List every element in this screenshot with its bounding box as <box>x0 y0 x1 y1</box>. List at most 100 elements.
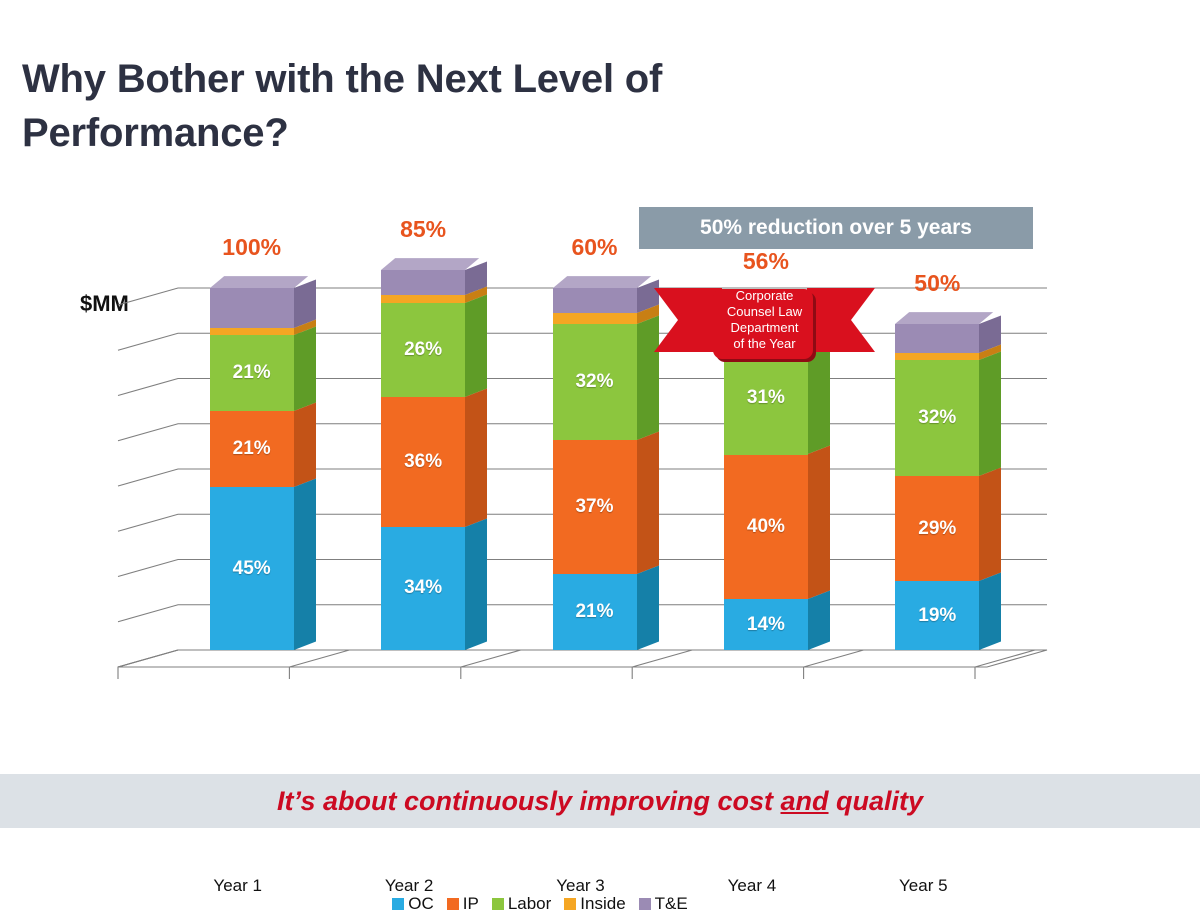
caption-bar: It’s about continuously improving cost a… <box>0 774 1200 828</box>
reduction-banner: 50% reduction over 5 years <box>639 207 1033 249</box>
award-ribbon-text: Corporate Counsel Law Department of the … <box>690 288 840 352</box>
bar-segment-tande <box>552 288 637 314</box>
bar-top-face <box>381 258 480 270</box>
bar-segment-label: 45% <box>232 557 271 579</box>
bar-segment-label: 32% <box>575 371 614 393</box>
bar-segment-oc: 34% <box>381 526 466 650</box>
bar-column: 45% 21% 21% 100% <box>209 234 316 650</box>
bar-side-segment <box>465 294 488 397</box>
bar-side-segment <box>979 351 1002 477</box>
category-label-3: Year 3 <box>556 876 605 895</box>
bar-series-layer: 45% 21% 21% 100% 34% 36% 26% 85% 21% 37% 32% 60% 14%… <box>0 180 1080 700</box>
award-line-2: Counsel Law <box>726 304 803 319</box>
bar-segment-label: 31% <box>746 387 785 409</box>
bar-front-face: 21% 37% 32% <box>552 288 637 650</box>
bar-segment-inside <box>552 313 637 325</box>
legend-swatch-icon <box>491 898 504 910</box>
caption-prefix: It’s about continuously improving cost <box>276 785 781 816</box>
bar-segment-labor: 21% <box>209 335 294 412</box>
bar-side-segment <box>293 326 316 412</box>
slide-root: Why Bother with the Next Level of Perfor… <box>0 57 1200 913</box>
bar-column: 21% 37% 32% 60% <box>552 234 659 650</box>
bar-segment-label: 19% <box>918 604 957 626</box>
bar-total-label: 50% <box>914 270 961 297</box>
bar-segment-label: 36% <box>404 450 443 472</box>
bar-segment-label: 21% <box>232 362 271 384</box>
legend-item-labor[interactable]: Labor <box>491 894 552 914</box>
bar-side-face <box>293 279 316 650</box>
bar-side-segment <box>979 572 1002 650</box>
legend-label: Inside <box>580 894 626 913</box>
award-line-4: of the Year <box>733 336 796 351</box>
ribbon-shape-icon <box>654 288 875 362</box>
page-title: Why Bother with the Next Level of Perfor… <box>22 57 663 155</box>
bar-segment-oc: 19% <box>895 581 980 650</box>
legend-swatch-icon <box>638 898 651 910</box>
legend-item-tande[interactable]: T&E <box>638 894 688 914</box>
award-ribbon: Corporate Counsel Law Department of the … <box>652 276 877 364</box>
chart-legend: OC IP Labor Inside T&E <box>0 894 1080 914</box>
y-axis-label: $MM <box>80 291 129 316</box>
bar-column: 34% 36% 26% 85% <box>381 216 488 650</box>
bar-total-label: 100% <box>222 234 282 260</box>
bar-segment-inside <box>209 327 294 336</box>
bar-segment-inside <box>895 353 980 361</box>
bar-segment-tande <box>895 324 980 354</box>
bar-segment-tande <box>381 269 466 296</box>
caption-suffix: quality <box>828 785 924 816</box>
bar-side-segment <box>807 590 830 650</box>
bar-side-segment <box>293 402 316 488</box>
bar-side-segment <box>979 467 1002 582</box>
legend-item-oc[interactable]: OC <box>392 894 434 914</box>
stacked-bar-chart: 45% 21% 21% 100% 34% 36% 26% 85% 21% 37% 32% 60% 14%… <box>0 180 1080 913</box>
bar-segment-oc: 45% <box>209 487 294 650</box>
bar-total-label: 85% <box>400 215 447 242</box>
award-line-1: Corporate <box>735 288 794 303</box>
legend-swatch-icon <box>446 898 459 910</box>
bar-side-segment <box>465 388 488 527</box>
bar-segment-label: 14% <box>746 613 785 635</box>
caption-emphasis: and <box>780 785 829 816</box>
bar-segment-labor: 32% <box>552 324 637 441</box>
category-label-5: Year 5 <box>899 876 948 895</box>
bar-column: 19% 29% 32% 50% <box>895 270 1002 650</box>
bar-segment-ip: 37% <box>552 440 637 574</box>
bar-top-face <box>895 312 994 325</box>
legend-label: Labor <box>507 894 552 913</box>
bar-segment-label: 26% <box>404 338 443 360</box>
bar-side-face <box>979 315 1002 650</box>
category-label-1: Year 1 <box>213 876 262 895</box>
bar-segment-label: 21% <box>575 600 614 622</box>
bar-top-face <box>209 276 308 288</box>
legend-swatch-icon <box>392 898 405 910</box>
category-label-4: Year 4 <box>727 876 777 895</box>
bar-top-face <box>552 276 651 288</box>
legend-item-ip[interactable]: IP <box>446 894 479 914</box>
bar-front-face: 34% 36% 26% <box>381 269 466 650</box>
bar-segment-label: 40% <box>746 515 785 537</box>
legend-label: IP <box>462 894 479 913</box>
bar-side-segment <box>465 518 488 650</box>
bar-segment-ip: 21% <box>209 411 294 488</box>
bar-front-face: 19% 29% 32% <box>895 324 980 650</box>
bar-segment-label: 29% <box>918 517 957 539</box>
bar-segment-oc: 21% <box>552 573 637 650</box>
bar-segment-ip: 40% <box>723 454 808 600</box>
bar-segment-labor: 26% <box>381 302 466 397</box>
award-line-3: Department <box>730 320 799 335</box>
bar-segment-ip: 29% <box>895 476 980 582</box>
bar-segment-label: 32% <box>918 407 957 429</box>
bar-segment-label: 37% <box>575 496 614 518</box>
legend-label: T&E <box>654 894 688 913</box>
bar-segment-label: 34% <box>404 577 443 599</box>
bar-side-face <box>465 261 488 650</box>
bar-total-label: 60% <box>571 234 618 260</box>
legend-item-inside[interactable]: Inside <box>564 894 626 914</box>
bar-segment-label: 21% <box>232 438 271 460</box>
bar-side-segment <box>807 446 830 600</box>
caption-text: It’s about continuously improving cost a… <box>277 786 923 817</box>
bar-segment-labor: 32% <box>895 360 980 477</box>
bar-segment-ip: 36% <box>381 396 466 527</box>
reduction-banner-text: 50% reduction over 5 years <box>700 216 972 239</box>
bar-segment-inside <box>381 295 466 303</box>
